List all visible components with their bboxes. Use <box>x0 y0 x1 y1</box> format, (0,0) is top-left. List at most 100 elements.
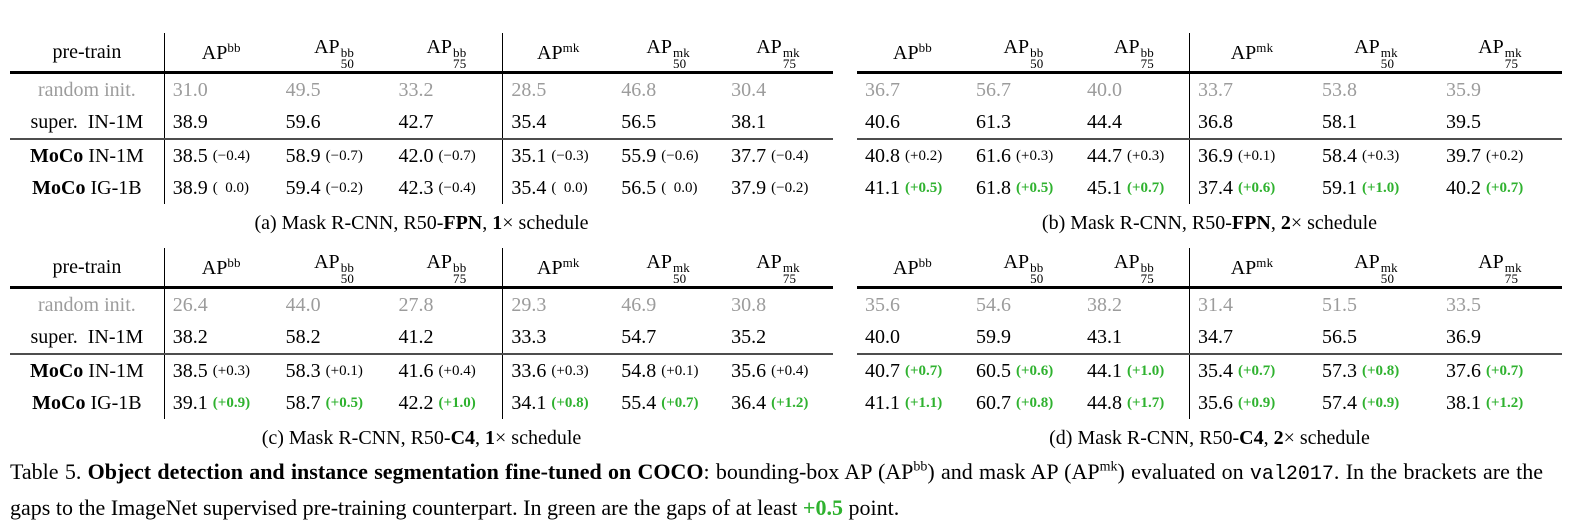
ap-value: 41.1 <box>865 391 900 414</box>
ap-superscript: mk <box>1504 259 1522 275</box>
ap-value: 35.6 <box>865 293 900 316</box>
ap-delta: (+0.4) <box>438 362 476 379</box>
ap-metric-label: AP mk 75 <box>1478 251 1522 286</box>
ap-value: 26.4 <box>172 293 208 316</box>
ap-cell: 37.7 (−0.4) <box>723 140 833 172</box>
ap-value: 42.7 <box>398 110 434 133</box>
ap-delta: (+1.0) <box>438 394 476 411</box>
ap-value: 44.7 <box>1087 144 1122 167</box>
ap-cell: 34.7 <box>1190 321 1314 353</box>
row-label-cell: MoCo IN-1M <box>10 140 165 172</box>
ap-cell: 35.6 (+0.9) <box>1190 387 1314 419</box>
ap-cell: 39.7 (+0.2) <box>1438 140 1562 172</box>
sub-caption-d: (d) Mask R-CNN, R50- C4, 2 × schedule <box>857 423 1562 453</box>
sub-caption-part: , <box>1270 211 1281 234</box>
col-header-mk: APmk <box>1190 248 1314 286</box>
ap-metric-label: AP bb 50 <box>1004 36 1044 70</box>
ap-value: 35.4 <box>1198 359 1233 382</box>
ap-value: 60.7 <box>976 391 1011 414</box>
ap-subscript: 50 <box>340 55 355 71</box>
ap-value: 36.4 <box>731 391 767 414</box>
sub-caption-part: FPN <box>443 211 483 234</box>
col-header-mk: APmk <box>503 33 613 71</box>
ap-value: 44.8 <box>1087 391 1122 414</box>
ap-value: 60.5 <box>976 359 1011 382</box>
ap-delta: (+0.6) <box>1016 362 1054 379</box>
sub-caption-part: 1 <box>485 426 496 449</box>
ap-value: 56.5 <box>1322 325 1357 348</box>
main-caption-part: : bounding-box AP (AP <box>703 459 914 484</box>
ap-base: AP <box>314 250 340 273</box>
ap-value: 39.7 <box>1446 144 1481 167</box>
ap-value: 31.4 <box>1198 293 1233 316</box>
col-header-bb-50: AP bb 50 <box>278 248 391 286</box>
ap-delta: (+0.8) <box>1016 394 1054 411</box>
ap-metric-label: AP mk 75 <box>756 36 800 70</box>
ap-value: 54.6 <box>976 293 1011 316</box>
ap-cell: 56.5 <box>613 106 723 138</box>
sub-caption-part: , <box>1263 426 1274 449</box>
ap-delta: (+0.1) <box>1238 147 1276 164</box>
ap-script-stack: bb 75 <box>453 261 466 285</box>
ap-metric-label: AP bb 50 <box>314 250 354 285</box>
ap-metric-label: APbb <box>202 40 241 65</box>
sub-caption-part: × schedule <box>495 426 582 449</box>
ap-metric-label: APmk <box>1231 40 1274 65</box>
row-label: MoCo IG-1B <box>32 392 141 415</box>
ap-script-stack: bb 50 <box>1030 261 1043 285</box>
ap-delta: (+0.3) <box>1127 147 1165 164</box>
ap-base: AP <box>646 250 672 273</box>
ap-superscript: bb <box>340 44 355 60</box>
ap-cell: 44.0 <box>278 289 391 321</box>
ap-metric-label: AP bb 75 <box>426 251 466 285</box>
ap-cell: 56.5 <box>1314 321 1438 353</box>
row-label-cell: MoCo IG-1B <box>10 387 165 419</box>
ap-value: 39.1 <box>172 391 208 414</box>
row-label-part: super. IN-1M <box>30 110 144 133</box>
ap-cell: 37.9 (−0.2) <box>723 172 833 204</box>
ap-script-stack: bb 75 <box>1141 261 1154 285</box>
subtable-d-wrap: APbb AP bb 50 AP bb 75 APmk AP mk 50 AP mk 75 35.6 54.6… <box>857 248 1562 453</box>
ap-superscript: mk <box>562 39 580 55</box>
ap-base: AP <box>646 35 672 58</box>
ap-delta: (+0.7) <box>1238 362 1276 379</box>
ap-base: AP <box>1230 256 1257 279</box>
table-row: MoCo IG-1B 38.9( 0.0) 59.4 (−0.2) 42.3 (−0.4)… <box>10 172 833 204</box>
ap-cell: 42.7 <box>391 106 504 138</box>
ap-subscript: 50 <box>672 55 687 71</box>
ap-superscript: bb <box>1030 44 1044 60</box>
col-header-bb-75: AP bb 75 <box>391 248 504 286</box>
ap-cell: 35.9 <box>1438 74 1562 106</box>
subtable-b-wrap: APbb AP bb 50 AP bb 75 APmk AP mk 50 AP mk 75 36.7 56.7… <box>857 33 1562 238</box>
sub-caption-part: FPN <box>1231 211 1271 234</box>
ap-value: 54.7 <box>621 325 657 348</box>
ap-value: 36.9 <box>1198 144 1233 167</box>
ap-cell: 49.5 <box>278 74 391 106</box>
ap-delta: (−0.4) <box>438 179 476 196</box>
ap-cell: 41.1 (+0.5) <box>857 172 968 204</box>
ap-value: 58.3 <box>285 359 321 382</box>
ap-value: 35.6 <box>1198 391 1233 414</box>
ap-value: 41.2 <box>398 325 434 348</box>
sub-caption-part: (b) Mask R-CNN, R50- <box>1041 211 1232 234</box>
col-header-mk-50: AP mk 50 <box>613 248 723 286</box>
ap-cell: 56.5( 0.0) <box>613 172 723 204</box>
sub-caption-part: × schedule <box>502 211 589 234</box>
ap-delta: (+0.1) <box>661 362 699 379</box>
ap-value: 38.1 <box>731 110 767 133</box>
ap-base: AP <box>537 256 563 279</box>
ap-cell: 33.7 <box>1190 74 1314 106</box>
ap-script-stack: mk 75 <box>1505 46 1522 70</box>
ap-subscript: 75 <box>1504 270 1519 286</box>
ap-cell: 57.4 (+0.9) <box>1314 387 1438 419</box>
ap-delta: (+1.0) <box>1127 362 1165 379</box>
ap-script-stack: bb 50 <box>341 261 354 285</box>
ap-base: AP <box>314 35 340 58</box>
ap-cell: 36.9 (+0.1) <box>1190 140 1314 172</box>
ap-cell: 58.2 <box>278 321 391 353</box>
ap-metric-label: AP bb 75 <box>1114 251 1154 285</box>
ap-value: 34.7 <box>1198 325 1233 348</box>
ap-value: 58.2 <box>285 325 321 348</box>
ap-cell: 58.7 (+0.5) <box>278 387 391 419</box>
col-header-mk-50: AP mk 50 <box>613 33 723 71</box>
